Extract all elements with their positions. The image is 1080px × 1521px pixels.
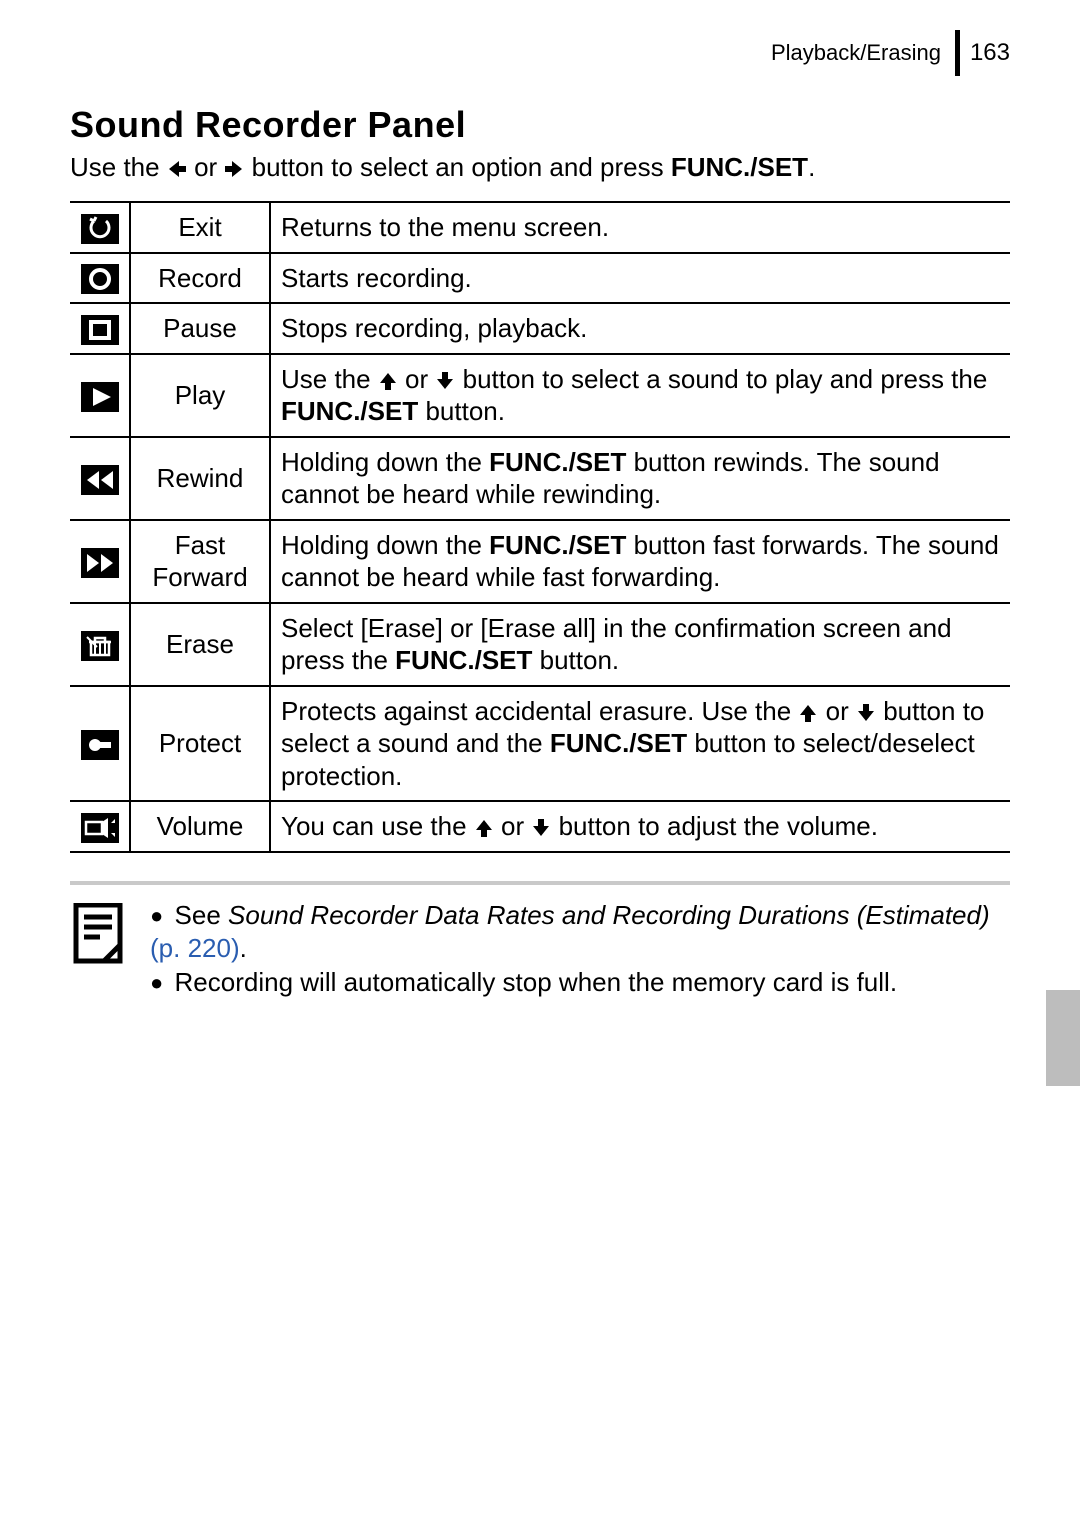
functions-table: ExitReturns to the menu screen.RecordSta… <box>70 201 1010 853</box>
volume-icon <box>70 801 130 852</box>
row-label: Protect <box>130 686 270 802</box>
notes-separator <box>70 881 1010 885</box>
table-row: RewindHolding down the FUNC./SET button … <box>70 437 1010 520</box>
right-arrow-icon <box>224 152 244 182</box>
header-section-label: Playback/Erasing <box>771 40 955 66</box>
note1-end: . <box>240 933 247 963</box>
row-description: Stops recording, playback. <box>270 303 1010 354</box>
row-description: Use the or button to select a sound to p… <box>270 354 1010 437</box>
table-row: EraseSelect [Erase] or [Erase all] in th… <box>70 603 1010 686</box>
exit-icon <box>70 202 130 253</box>
page-title: Sound Recorder Panel <box>70 104 1010 146</box>
note-icon <box>70 899 130 972</box>
row-label: Volume <box>130 801 270 852</box>
notes-list: ● See Sound Recorder Data Rates and Reco… <box>150 899 1010 1000</box>
protect-icon <box>70 686 130 802</box>
row-label: Rewind <box>130 437 270 520</box>
row-label: FastForward <box>130 520 270 603</box>
side-tab <box>1046 990 1080 1086</box>
intro-post: button to select an option and press <box>252 152 671 182</box>
note2-text: Recording will automatically stop when t… <box>175 967 898 997</box>
table-row: PauseStops recording, playback. <box>70 303 1010 354</box>
bullet-icon: ● <box>150 902 163 931</box>
row-label: Pause <box>130 303 270 354</box>
erase-icon <box>70 603 130 686</box>
row-label: Play <box>130 354 270 437</box>
fastforward-icon <box>70 520 130 603</box>
row-label: Record <box>130 253 270 304</box>
row-description: You can use the or button to adjust the … <box>270 801 1010 852</box>
intro-pre: Use the <box>70 152 167 182</box>
left-arrow-icon <box>167 152 187 182</box>
intro-func: FUNC./SET <box>671 152 808 182</box>
page-header: Playback/Erasing 163 <box>70 30 1010 76</box>
row-label: Erase <box>130 603 270 686</box>
row-description: Returns to the menu screen. <box>270 202 1010 253</box>
table-row: PlayUse the or button to select a sound … <box>70 354 1010 437</box>
pause-icon <box>70 303 130 354</box>
bullet-icon: ● <box>150 969 163 998</box>
row-description: Starts recording. <box>270 253 1010 304</box>
notes-block: ● See Sound Recorder Data Rates and Reco… <box>70 899 1010 1000</box>
intro-mid: or <box>194 152 224 182</box>
rewind-icon <box>70 437 130 520</box>
intro-end: . <box>808 152 815 182</box>
header-page-number: 163 <box>960 39 1010 67</box>
note-item-1: ● See Sound Recorder Data Rates and Reco… <box>150 899 1010 967</box>
table-row: FastForwardHolding down the FUNC./SET bu… <box>70 520 1010 603</box>
record-icon <box>70 253 130 304</box>
table-row: VolumeYou can use the or button to adjus… <box>70 801 1010 852</box>
page: Playback/Erasing 163 Sound Recorder Pane… <box>0 0 1080 1521</box>
row-description: Holding down the FUNC./SET button fast f… <box>270 520 1010 603</box>
row-description: Protects against accidental erasure. Use… <box>270 686 1010 802</box>
note1-italic: Sound Recorder Data Rates and Recording … <box>228 900 990 930</box>
row-description: Select [Erase] or [Erase all] in the con… <box>270 603 1010 686</box>
note-item-2: ● Recording will automatically stop when… <box>150 966 1010 1000</box>
table-row: RecordStarts recording. <box>70 253 1010 304</box>
play-icon <box>70 354 130 437</box>
note1-link[interactable]: (p. 220) <box>150 933 240 963</box>
table-row: ExitReturns to the menu screen. <box>70 202 1010 253</box>
note1-pre: See <box>175 900 229 930</box>
intro-text: Use the or button to select an option an… <box>70 152 1010 183</box>
row-description: Holding down the FUNC./SET button rewind… <box>270 437 1010 520</box>
table-row: ProtectProtects against accidental erasu… <box>70 686 1010 802</box>
row-label: Exit <box>130 202 270 253</box>
